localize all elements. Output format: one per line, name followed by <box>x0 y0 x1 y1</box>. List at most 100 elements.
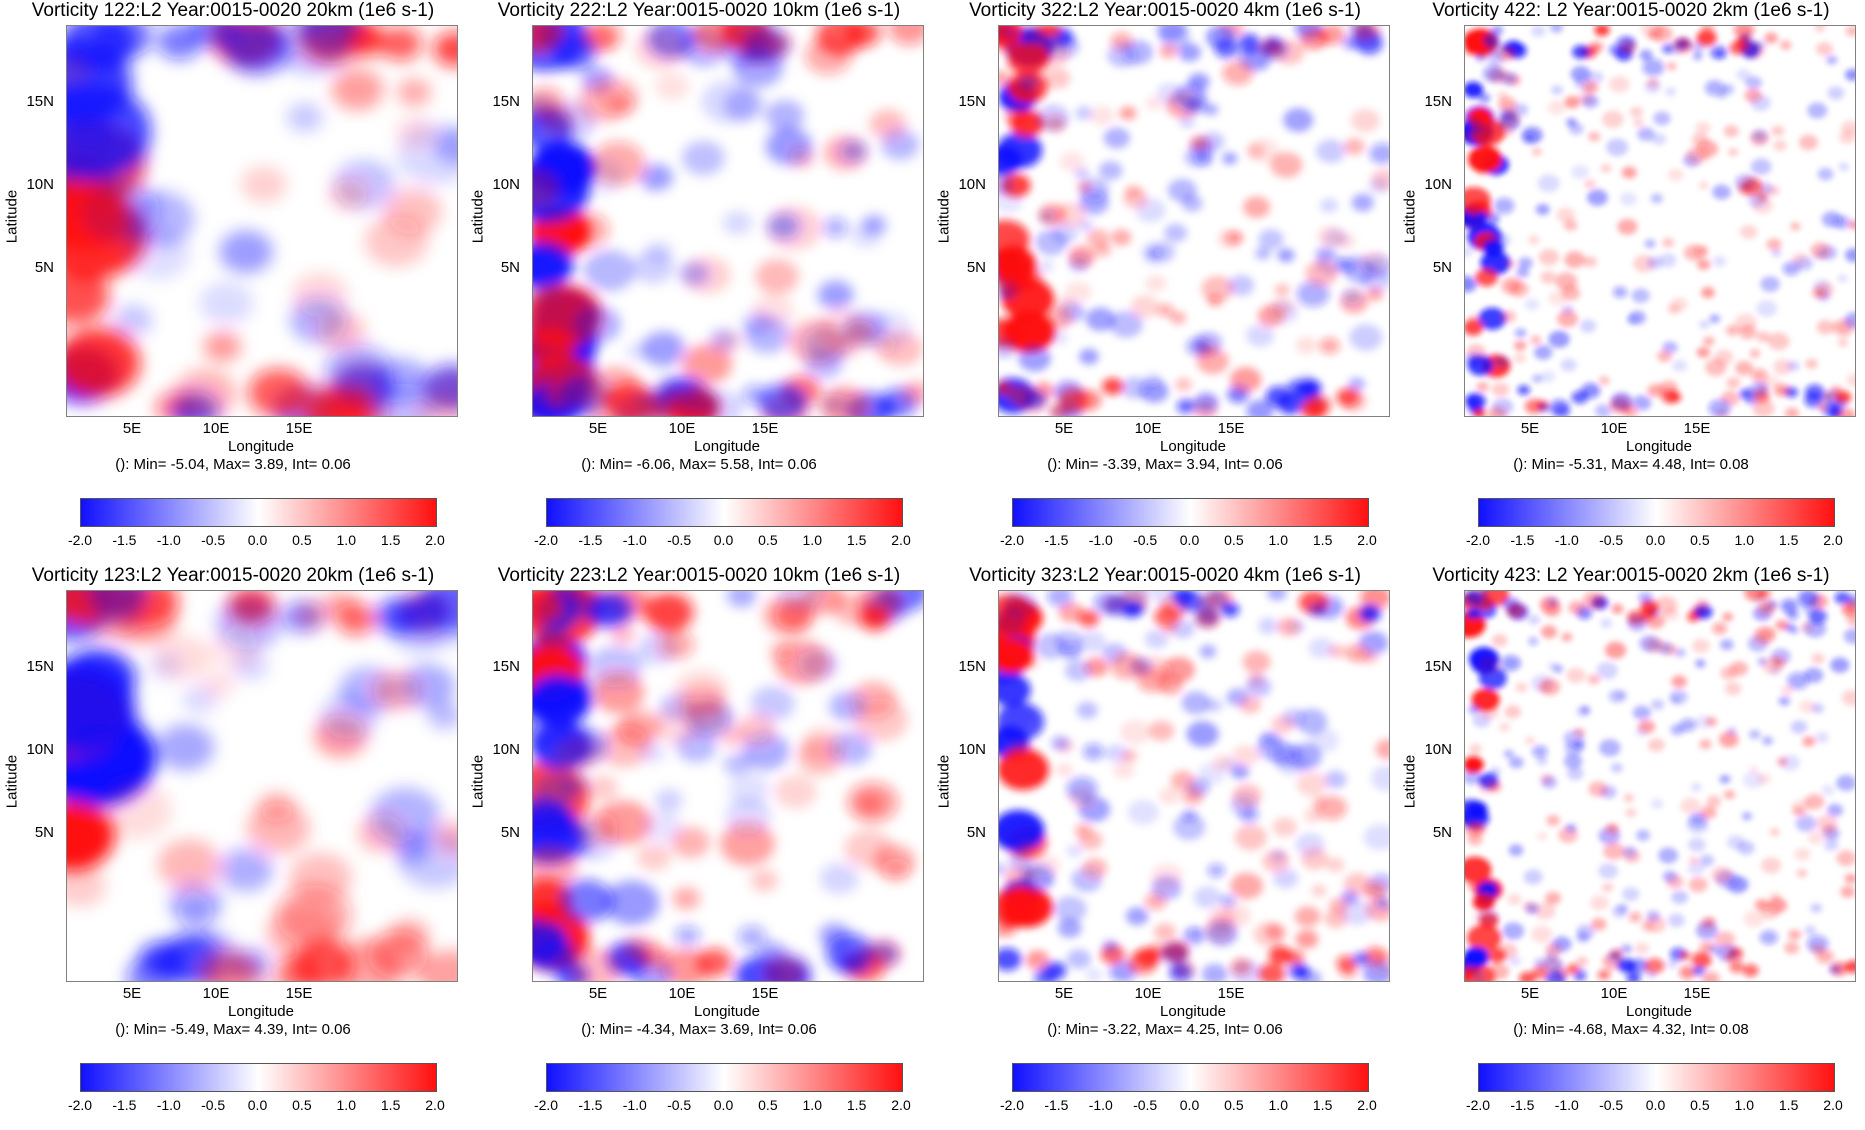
vorticity-blob <box>1467 203 1484 217</box>
vorticity-blob <box>1688 837 1706 852</box>
vorticity-blob <box>1712 184 1731 200</box>
vorticity-blob <box>1745 76 1762 90</box>
vorticity-blob <box>1506 893 1522 906</box>
vorticity-blob <box>1336 954 1357 972</box>
vorticity-blob <box>1688 877 1708 893</box>
vorticity-blob <box>1465 946 1489 968</box>
vorticity-blob <box>1258 229 1284 250</box>
vorticity-blob <box>369 787 441 845</box>
vorticity-blob <box>1561 632 1573 642</box>
vorticity-blob <box>1498 722 1511 732</box>
heatmap-plot <box>1464 590 1856 982</box>
vorticity-blob <box>1504 705 1522 719</box>
vorticity-blob <box>1465 856 1492 884</box>
y-tick-label: 15N <box>1424 658 1452 675</box>
vorticity-blob <box>1005 741 1037 766</box>
vorticity-blob <box>830 731 873 765</box>
vorticity-blob <box>1201 275 1235 302</box>
vorticity-blob <box>1485 149 1500 162</box>
vorticity-blob <box>1627 615 1647 632</box>
y-tick-label: 10N <box>1424 176 1452 193</box>
vorticity-blob <box>1296 280 1330 307</box>
vorticity-blob <box>1277 248 1295 263</box>
x-axis-label: Longitude <box>694 1003 760 1020</box>
vorticity-blob <box>1699 854 1715 867</box>
vorticity-blob <box>1639 49 1653 61</box>
vorticity-blob <box>1329 897 1349 914</box>
vorticity-blob <box>651 397 687 416</box>
vorticity-blob <box>1021 864 1055 892</box>
vorticity-blob <box>1343 138 1365 156</box>
vorticity-blob <box>427 701 457 730</box>
vorticity-blob <box>1189 135 1209 151</box>
colorbar-tick-label: 1.0 <box>336 532 356 548</box>
vorticity-blob <box>1552 936 1572 952</box>
vorticity-blob <box>1465 319 1484 336</box>
vorticity-blob <box>1540 370 1556 383</box>
vorticity-blob <box>67 55 91 86</box>
panel-title: Vorticity 223:L2 Year:0015-0020 10km (1e… <box>497 565 901 586</box>
vorticity-blob <box>1568 601 1585 615</box>
vorticity-blob <box>1230 960 1262 981</box>
vorticity-blob <box>1771 125 1785 136</box>
x-tick-label: 10E <box>1134 985 1162 1002</box>
vorticity-blob <box>1589 895 1610 911</box>
vorticity-blob <box>1603 842 1625 860</box>
vorticity-blob <box>1534 958 1548 969</box>
vorticity-blob <box>1773 139 1787 151</box>
vorticity-blob <box>820 386 870 416</box>
vorticity-blob <box>1064 660 1092 682</box>
vorticity-blob <box>1781 685 1794 696</box>
vorticity-blob <box>1182 787 1204 805</box>
vorticity-blob <box>1477 890 1495 905</box>
vorticity-blob <box>1671 359 1688 372</box>
vorticity-blob <box>1741 812 1753 821</box>
vorticity-blob <box>1465 353 1482 367</box>
vorticity-blob <box>1600 163 1612 173</box>
colorbar-tick-label: -2.0 <box>1465 1097 1491 1113</box>
vorticity-blob <box>1170 619 1195 639</box>
vorticity-blob <box>1350 108 1380 133</box>
heatmap-plot <box>532 590 924 982</box>
colorbar-tick-label: -2.0 <box>1465 532 1491 548</box>
vorticity-blob <box>1316 795 1347 820</box>
vorticity-blob <box>1051 35 1080 58</box>
vorticity-blob <box>1719 639 1734 651</box>
vorticity-blob <box>1514 328 1527 338</box>
vorticity-blob <box>1075 106 1093 120</box>
vorticity-blob <box>1547 661 1559 671</box>
vorticity-blob <box>1571 390 1589 405</box>
vorticity-blob <box>1729 661 1749 676</box>
vorticity-blob <box>1698 181 1709 190</box>
vorticity-blob <box>573 305 621 344</box>
vorticity-blob <box>661 948 711 981</box>
vorticity-blob <box>1650 699 1665 710</box>
vorticity-blob <box>1548 330 1570 348</box>
vorticity-blob <box>1742 964 1759 977</box>
vorticity-blob <box>1695 659 1706 668</box>
vorticity-blob <box>1184 96 1207 114</box>
vorticity-blob <box>1821 785 1835 796</box>
vorticity-blob <box>1228 275 1255 296</box>
vorticity-blob <box>1153 923 1177 941</box>
vorticity-blob <box>1349 324 1383 351</box>
vorticity-blob <box>590 76 640 116</box>
x-tick-label: 15E <box>1683 985 1711 1002</box>
vorticity-blob <box>1465 246 1473 258</box>
vorticity-blob <box>1792 805 1806 817</box>
vorticity-blob <box>1646 77 1659 88</box>
y-tick-label: 5N <box>500 259 520 276</box>
vorticity-blob <box>1050 735 1070 751</box>
colorbar-tick-label: -2.0 <box>999 1097 1025 1113</box>
vorticity-blob <box>1053 896 1087 923</box>
vorticity-blob <box>1121 749 1138 762</box>
vorticity-blob <box>1696 346 1711 358</box>
vorticity-blob <box>634 27 687 70</box>
vorticity-blob <box>1475 268 1498 287</box>
vorticity-blob <box>1798 134 1819 151</box>
vorticity-blob <box>533 938 578 975</box>
x-tick-label: 15E <box>751 420 779 437</box>
y-axis-label: Latitude <box>1401 754 1419 809</box>
y-tick-label: 10N <box>492 176 520 193</box>
vorticity-blob <box>636 843 672 871</box>
